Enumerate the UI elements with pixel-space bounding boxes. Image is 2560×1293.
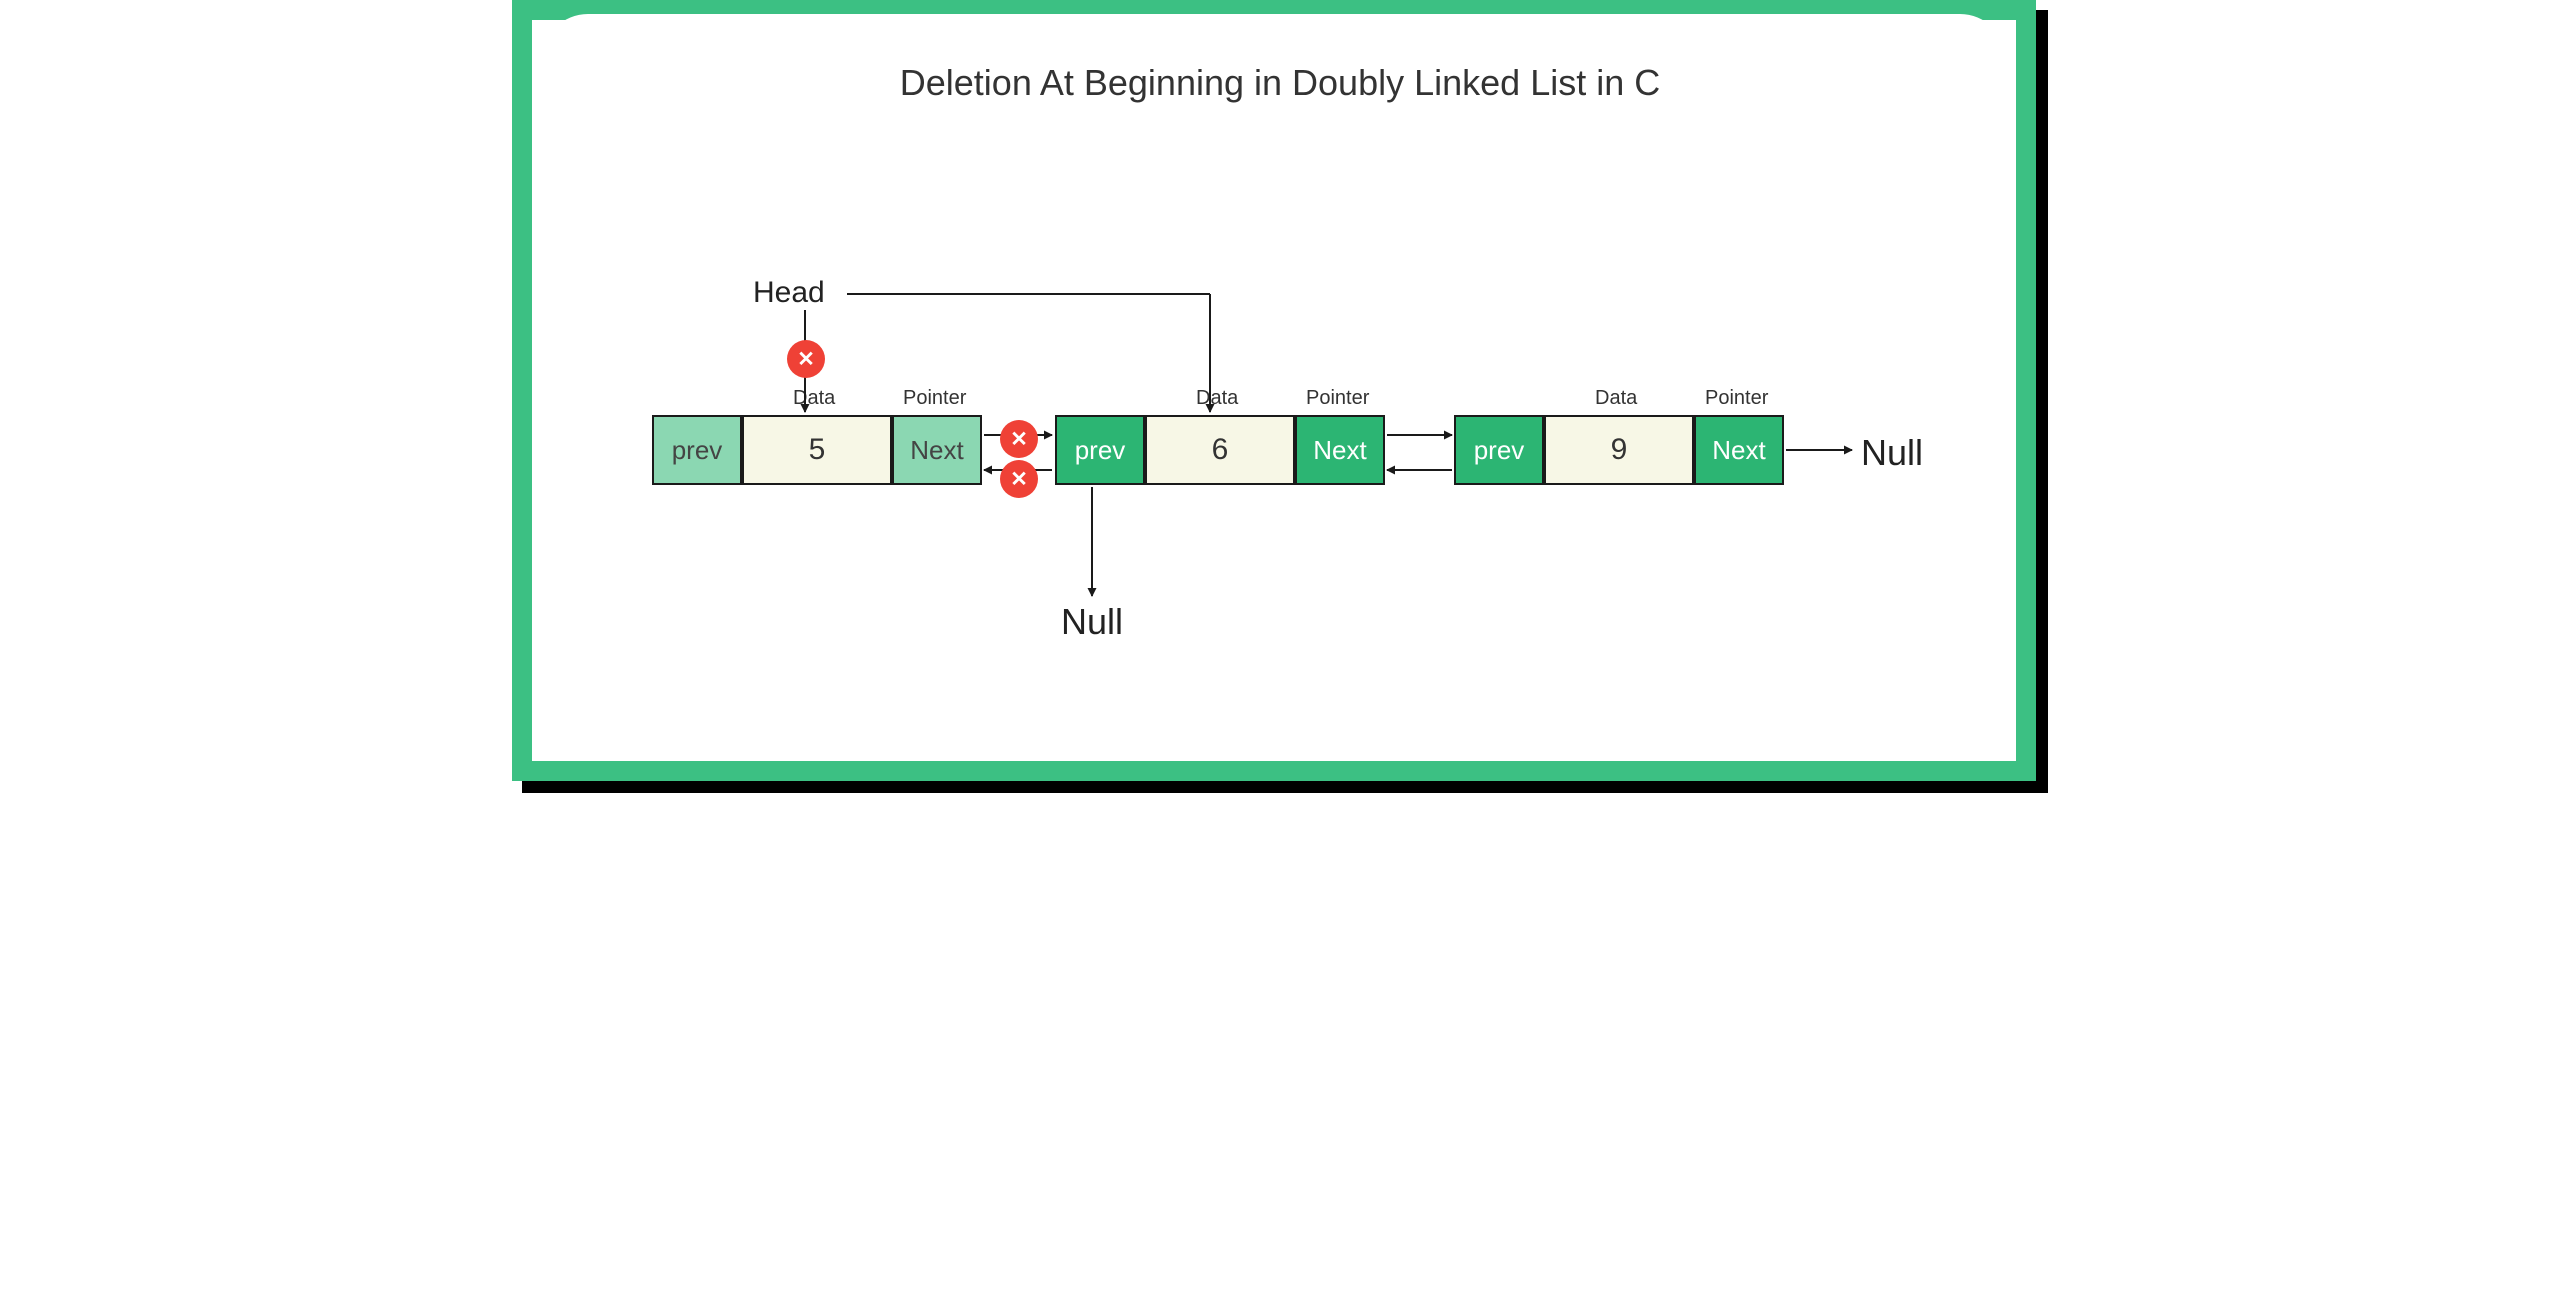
head-label: Head xyxy=(753,276,825,310)
node-1-prev-cell: prev xyxy=(652,415,742,485)
x-icon: ✕ xyxy=(1010,467,1028,492)
x-icon: ✕ xyxy=(1010,427,1028,452)
node-1-data-cell: 5 xyxy=(742,415,892,485)
frame-shadow-right xyxy=(2036,10,2048,791)
frame-shadow-bottom xyxy=(522,781,2048,793)
node-2-data-label: Data xyxy=(1196,387,1238,410)
node-3-next-cell: Next xyxy=(1694,415,1784,485)
node-2-next-cell: Next xyxy=(1295,415,1385,485)
diagram-stage: Deletion At Beginning in Doubly Linked L… xyxy=(512,0,2048,793)
node-1-next-cell: Next xyxy=(892,415,982,485)
null-bottom-label: Null xyxy=(1061,601,1123,643)
node-2-pointer-label: Pointer xyxy=(1306,387,1369,410)
inner-card xyxy=(542,14,2006,755)
delete-badge-3: ✕ xyxy=(1000,460,1038,498)
node-3-prev-cell: prev xyxy=(1454,415,1544,485)
delete-badge-2: ✕ xyxy=(1000,420,1038,458)
node-3-pointer-label: Pointer xyxy=(1705,387,1768,410)
node-2-data-cell: 6 xyxy=(1145,415,1295,485)
node-3-data-label: Data xyxy=(1595,387,1637,410)
node-3: prev9Next xyxy=(1454,415,1784,485)
node-1-pointer-label: Pointer xyxy=(903,387,966,410)
x-icon: ✕ xyxy=(797,347,815,372)
node-1-data-label: Data xyxy=(793,387,835,410)
node-2-prev-cell: prev xyxy=(1055,415,1145,485)
node-1: prev5Next xyxy=(652,415,982,485)
delete-badge-1: ✕ xyxy=(787,340,825,378)
null-right-label: Null xyxy=(1861,432,1923,474)
node-3-data-cell: 9 xyxy=(1544,415,1694,485)
node-2: prev6Next xyxy=(1055,415,1385,485)
diagram-title: Deletion At Beginning in Doubly Linked L… xyxy=(512,62,2048,104)
